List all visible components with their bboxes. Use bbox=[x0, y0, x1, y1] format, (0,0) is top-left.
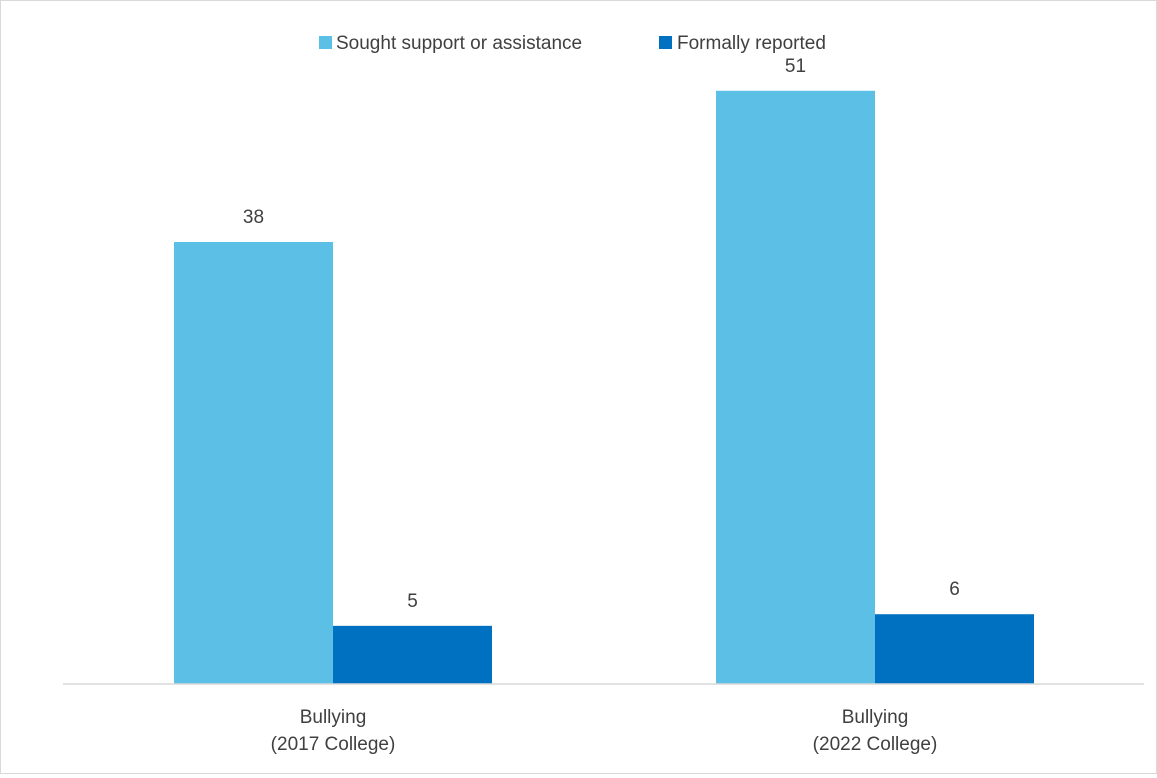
legend-label-1: Sought support or assistance bbox=[336, 33, 582, 54]
data-label-sought-support-2: 51 bbox=[785, 56, 806, 77]
legend-label-2: Formally reported bbox=[677, 33, 826, 54]
x-tick-labels: Bullying (2017 College) Bullying (2022 Coll… bbox=[271, 707, 938, 755]
legend-swatch-2 bbox=[659, 36, 672, 49]
bar-sought-support-2 bbox=[716, 90, 875, 684]
x-tick-label-1-line-1: Bullying bbox=[300, 707, 367, 728]
bar-formally-reported-2 bbox=[875, 614, 1034, 684]
data-label-formally-reported-1: 5 bbox=[407, 591, 418, 612]
data-label-formally-reported-2: 6 bbox=[949, 579, 960, 600]
legend-swatch-1 bbox=[319, 36, 332, 49]
data-label-sought-support-1: 38 bbox=[243, 207, 264, 228]
x-tick-label-2-line-2: (2022 College) bbox=[813, 734, 938, 755]
bar-sought-support-1 bbox=[174, 242, 333, 684]
bar-formally-reported-1 bbox=[333, 625, 492, 684]
x-tick-label-2-line-1: Bullying bbox=[842, 707, 909, 728]
legend: Sought support or assistance Formally rep… bbox=[319, 33, 826, 54]
bars bbox=[174, 90, 1034, 684]
x-tick-label-1-line-2: (2017 College) bbox=[271, 734, 396, 755]
data-labels: 38 51 5 6 bbox=[243, 56, 960, 612]
